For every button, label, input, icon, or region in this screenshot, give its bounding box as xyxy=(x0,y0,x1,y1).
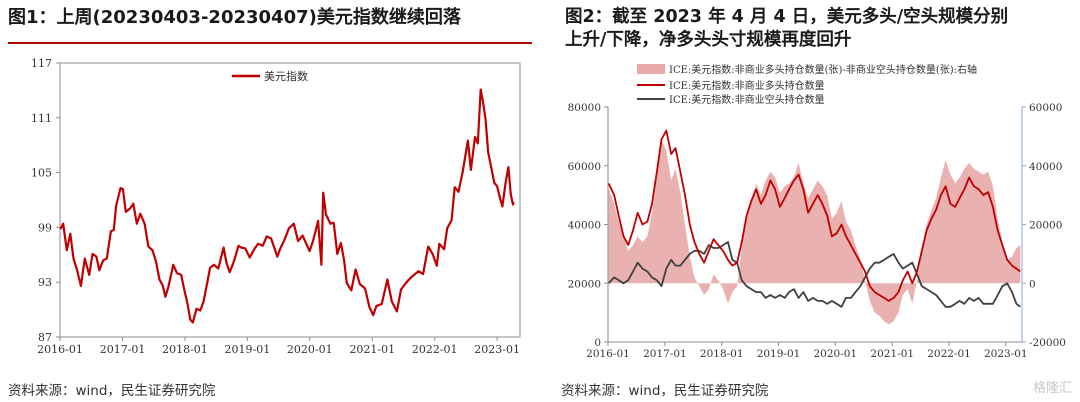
y-tick-label: 87 xyxy=(38,331,52,344)
y-tick-label-right: 0 xyxy=(1029,278,1036,290)
series-line-short-positions xyxy=(607,241,1021,308)
x-tick-label: 2017-01 xyxy=(100,343,146,356)
x-tick-label: 2016-01 xyxy=(37,343,83,356)
panel-dollar-index: 图1：上周(20230403-20230407)美元指数继续回落 87 93 99 1… xyxy=(8,7,532,399)
x-tick-label: 2019-01 xyxy=(224,343,270,356)
y-tick-label-left: 40000 xyxy=(568,220,601,232)
x-tick-label: 2017-01 xyxy=(643,348,687,360)
x-tick-label: 2022-01 xyxy=(412,343,458,356)
y-tick-label-left: 80000 xyxy=(568,102,601,114)
y-tick-label-right: 60000 xyxy=(1029,102,1062,114)
legend-label: ICE:美元指数:非商业多头持仓数量(张)-非商业空头持仓数量(张):右轴 xyxy=(669,63,977,76)
chart-title: 图2：截至 2023 年 4 月 4 日，美元多头/空头规模分别 上升/下降，净… xyxy=(565,6,1008,52)
y-tick-label-left: 60000 xyxy=(568,161,601,173)
x-tick-label: 2018-01 xyxy=(700,348,744,360)
x-tick-label: 2022-01 xyxy=(927,348,971,360)
source-note: 资料来源：wind，民生证券研究院 xyxy=(561,383,769,399)
positions-chart: 0 20000 40000 60000 80000 -20000 0 20000 40000 60… xyxy=(568,63,1066,360)
y-tick-label-right: -20000 xyxy=(1029,337,1066,349)
legend-label: ICE:美元指数:非商业空头持仓数量 xyxy=(669,93,825,106)
plot-frame xyxy=(59,62,521,338)
y-tick-label-left: 0 xyxy=(594,337,601,349)
x-tick-label: 2023-01 xyxy=(474,343,520,356)
x-tick-label: 2019-01 xyxy=(757,348,801,360)
series-line-long-positions xyxy=(607,129,1021,302)
legend-label: ICE:美元指数:非商业多头持仓数量 xyxy=(669,79,825,92)
legend-swatch-area xyxy=(637,64,665,74)
legend-label: 美元指数 xyxy=(264,69,308,83)
panel-positions: 图2：截至 2023 年 4 月 4 日，美元多头/空头规模分别 上升/下降，净… xyxy=(553,0,1080,402)
y-tick-label: 105 xyxy=(31,167,52,180)
x-tick-label: 2018-01 xyxy=(162,343,208,356)
y-tick-label: 93 xyxy=(38,276,52,289)
y-tick-label-right: 20000 xyxy=(1029,220,1062,232)
x-tick-label: 2020-01 xyxy=(287,343,333,356)
x-tick-label: 2016-01 xyxy=(586,348,630,360)
chart-title: 图1：上周(20230403-20230407)美元指数继续回落 xyxy=(8,7,461,28)
y-tick-label: 117 xyxy=(31,57,52,70)
source-note: 资料来源：wind，民生证券研究院 xyxy=(8,383,216,399)
x-tick-label: 2021-01 xyxy=(870,348,914,360)
x-tick-label: 2020-01 xyxy=(813,348,857,360)
y-tick-label-left: 20000 xyxy=(568,278,601,290)
dollar-index-chart: 87 93 99 105 111 117 2016-01 2017-01 2018-01 2019… xyxy=(31,57,521,356)
y-tick-label: 99 xyxy=(38,221,52,234)
y-tick-label: 111 xyxy=(31,112,52,125)
x-tick-label: 2021-01 xyxy=(349,343,395,356)
title-divider xyxy=(8,42,532,44)
x-tick-label: 2023-01 xyxy=(984,348,1028,360)
watermark-logo: 格隆汇 xyxy=(1032,381,1072,396)
chart-title-line-2: 上升/下降，净多头头寸规模再度回升 xyxy=(565,30,852,50)
chart-title-line-1: 图2：截至 2023 年 4 月 4 日，美元多头/空头规模分别 xyxy=(565,7,1009,27)
series-line-dollar-index xyxy=(59,88,515,324)
y-tick-label-right: 40000 xyxy=(1029,161,1062,173)
series-area-net-position xyxy=(608,139,1021,325)
